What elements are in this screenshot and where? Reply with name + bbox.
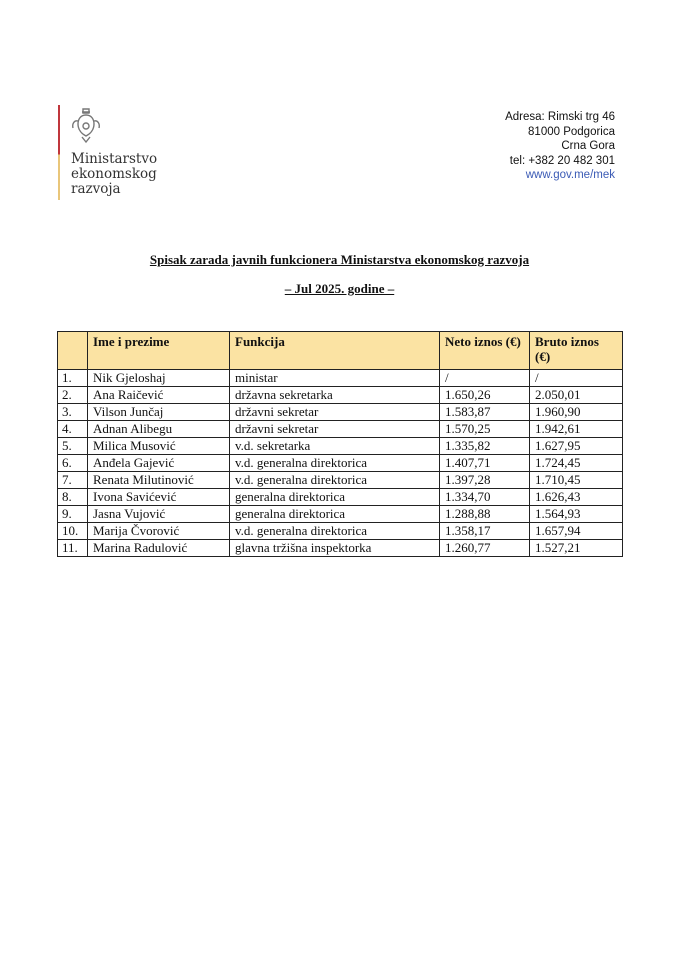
gross-amount: 2.050,01 (529, 386, 623, 404)
function: v.d. generalna direktorica (229, 522, 440, 540)
col-header-net: Neto iznos (€) (439, 331, 530, 370)
net-amount: / (439, 369, 530, 387)
net-amount: 1.397,28 (439, 471, 530, 489)
function: generalna direktorica (229, 488, 440, 506)
employee-name: Renata Milutinović (87, 471, 230, 489)
net-amount: 1.335,82 (439, 437, 530, 455)
table-row: 11. Marina Radulović glavna tržišna inspek… (57, 539, 623, 557)
row-number: 8. (57, 488, 88, 506)
function: ministar (229, 369, 440, 387)
website-link[interactable]: www.gov.me/mek (525, 169, 615, 181)
logo-line-2: ekonomskog (71, 166, 157, 182)
table-row: 7. Renata Milutinović v.d. generalna direk… (57, 471, 623, 489)
employee-name: Vilson Junčaj (87, 403, 230, 421)
net-amount: 1.358,17 (439, 522, 530, 540)
address-city: 81000 Podgorica (528, 125, 615, 138)
row-number: 10. (57, 522, 88, 540)
col-header-name: Ime i prezime (87, 331, 230, 370)
table-header-row: Ime i prezime Funkcija Neto iznos (€) Br… (57, 331, 623, 370)
employee-name: Adnan Alibegu (87, 420, 230, 438)
function: v.d. sekretarka (229, 437, 440, 455)
document-title: Spisak zarada javnih funkcionera Minista… (149, 252, 530, 267)
logo-line-3: razvoja (71, 181, 121, 197)
col-header-gross: Bruto iznos (€) (529, 331, 623, 370)
employee-name: Nik Gjeloshaj (87, 369, 230, 387)
address-phone: tel: +382 20 482 301 (509, 154, 615, 167)
address-street: Adresa: Rimski trg 46 (505, 111, 615, 123)
row-number: 3. (57, 403, 88, 421)
row-number: 6. (57, 454, 88, 472)
gross-amount: 1.942,61 (529, 420, 623, 438)
table-row: 4. Adnan Alibegu državni sekretar 1.570,25 1… (57, 420, 623, 438)
row-number: 1. (57, 369, 88, 387)
row-number: 11. (57, 539, 88, 557)
table-row: 6. Anđela Gajević v.d. generalna direktori… (57, 454, 623, 472)
net-amount: 1.583,87 (439, 403, 530, 421)
net-amount: 1.334,70 (439, 488, 530, 506)
gross-amount: 1.626,43 (529, 488, 623, 506)
net-amount: 1.288,88 (439, 505, 530, 523)
salary-table: Ime i prezime Funkcija Neto iznos (€) Br… (57, 331, 623, 557)
col-header-number (57, 331, 88, 370)
employee-name: Ana Raičević (87, 386, 230, 404)
gross-amount: / (529, 369, 623, 387)
table-row: 9. Jasna Vujović generalna direktorica 1.28… (57, 505, 623, 523)
net-amount: 1.260,77 (439, 539, 530, 557)
employee-name: Milica Musović (87, 437, 230, 455)
table-row: 3. Vilson Junčaj državni sekretar 1.583,87 1… (57, 403, 623, 421)
table-row: 5. Milica Musović v.d. sekretarka 1.335,82 1… (57, 437, 623, 455)
ministry-logo: Ministarstvo ekonomskog razvoja (58, 105, 168, 200)
function: državni sekretar (229, 403, 440, 421)
function: v.d. generalna direktorica (229, 471, 440, 489)
net-amount: 1.570,25 (439, 420, 530, 438)
net-amount: 1.650,26 (439, 386, 530, 404)
col-header-function: Funkcija (229, 331, 440, 370)
function: državna sekretarka (229, 386, 440, 404)
logo-line-1: Ministarstvo (71, 151, 158, 167)
gross-amount: 1.710,45 (529, 471, 623, 489)
row-number: 4. (57, 420, 88, 438)
logo-text: Ministarstvo ekonomskog razvoja (71, 152, 157, 197)
row-number: 9. (57, 505, 88, 523)
row-number: 7. (57, 471, 88, 489)
gross-amount: 1.960,90 (529, 403, 623, 421)
employee-name: Marina Radulović (87, 539, 230, 557)
gross-amount: 1.527,21 (529, 539, 623, 557)
address-country: Crna Gora (561, 140, 615, 152)
document-subtitle: – Jul 2025. godine – (284, 281, 395, 296)
employee-name: Jasna Vujović (87, 505, 230, 523)
function: glavna tržišna inspektorka (229, 539, 440, 557)
gross-amount: 1.657,94 (529, 522, 623, 540)
gross-amount: 1.564,93 (529, 505, 623, 523)
function: državni sekretar (229, 420, 440, 438)
row-number: 5. (57, 437, 88, 455)
table-row: 2. Ana Raičević državna sekretarka 1.650,26… (57, 386, 623, 404)
gross-amount: 1.627,95 (529, 437, 623, 455)
function: generalna direktorica (229, 505, 440, 523)
row-number: 2. (57, 386, 88, 404)
table-row: 8. Ivona Savićević generalna direktorica 1.… (57, 488, 623, 506)
net-amount: 1.407,71 (439, 454, 530, 472)
employee-name: Anđela Gajević (87, 454, 230, 472)
table-row: 10. Marija Čvorović v.d. generalna direkto… (57, 522, 623, 540)
employee-name: Marija Čvorović (87, 522, 230, 540)
gross-amount: 1.724,45 (529, 454, 623, 472)
address-block: Adresa: Rimski trg 46 81000 Podgorica Cr… (505, 110, 615, 183)
function: v.d. generalna direktorica (229, 454, 440, 472)
employee-name: Ivona Savićević (87, 488, 230, 506)
logo-accent-bar (58, 105, 60, 200)
table-row: 1. Nik Gjeloshaj ministar / / (57, 369, 623, 387)
coat-of-arms-icon (72, 108, 100, 144)
